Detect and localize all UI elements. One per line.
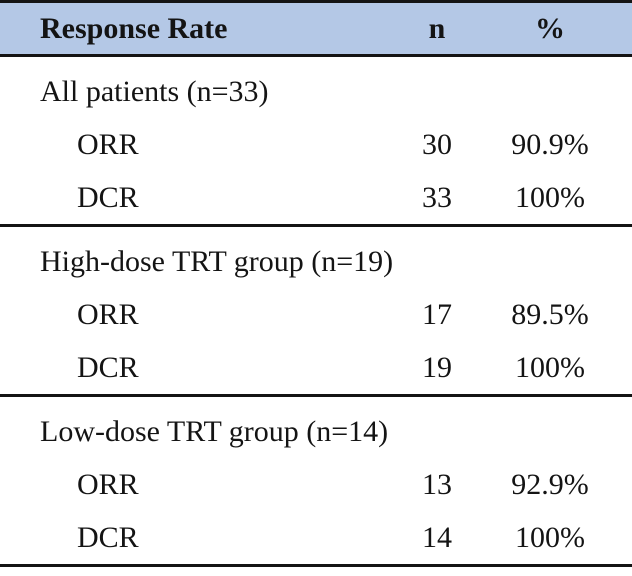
metric-label: ORR xyxy=(77,467,139,501)
percent-value: 100% xyxy=(515,520,585,554)
n-value: 19 xyxy=(422,350,452,384)
header-col-n: n xyxy=(428,11,446,45)
metric-label: DCR xyxy=(77,180,139,214)
section-all-patients: All patients (n=33) ORR 30 90.9% DCR 33 … xyxy=(0,57,632,227)
n-value: 30 xyxy=(422,127,452,161)
table-row-dcr: DCR 33 100% xyxy=(0,171,632,224)
percent-value: 92.9% xyxy=(511,467,589,501)
table-row-dcr: DCR 14 100% xyxy=(0,511,632,564)
group-label: Low-dose TRT group (n=14) xyxy=(40,414,389,448)
percent-value: 89.5% xyxy=(511,297,589,331)
header-col-response-rate: Response Rate xyxy=(40,11,228,45)
percent-value: 90.9% xyxy=(511,127,589,161)
n-value: 17 xyxy=(422,297,452,331)
percent-value: 100% xyxy=(515,180,585,214)
header-col-percent: % xyxy=(535,11,565,45)
metric-label: DCR xyxy=(77,520,139,554)
metric-label: ORR xyxy=(77,127,139,161)
group-label: All patients (n=33) xyxy=(40,74,269,108)
group-label-row: All patients (n=33) xyxy=(0,65,632,118)
table-row-orr: ORR 17 89.5% xyxy=(0,288,632,341)
group-label: High-dose TRT group (n=19) xyxy=(40,244,394,278)
table-row-orr: ORR 13 92.9% xyxy=(0,458,632,511)
group-label-row: Low-dose TRT group (n=14) xyxy=(0,405,632,458)
n-value: 14 xyxy=(422,520,452,554)
percent-value: 100% xyxy=(515,350,585,384)
n-value: 13 xyxy=(422,467,452,501)
table-header: Response Rate n % xyxy=(0,3,632,57)
metric-label: ORR xyxy=(77,297,139,331)
table-row-dcr: DCR 19 100% xyxy=(0,341,632,394)
section-high-dose: High-dose TRT group (n=19) ORR 17 89.5% … xyxy=(0,227,632,397)
group-label-row: High-dose TRT group (n=19) xyxy=(0,235,632,288)
metric-label: DCR xyxy=(77,350,139,384)
n-value: 33 xyxy=(422,180,452,214)
section-low-dose: Low-dose TRT group (n=14) ORR 13 92.9% D… xyxy=(0,397,632,567)
table-row-orr: ORR 30 90.9% xyxy=(0,118,632,171)
